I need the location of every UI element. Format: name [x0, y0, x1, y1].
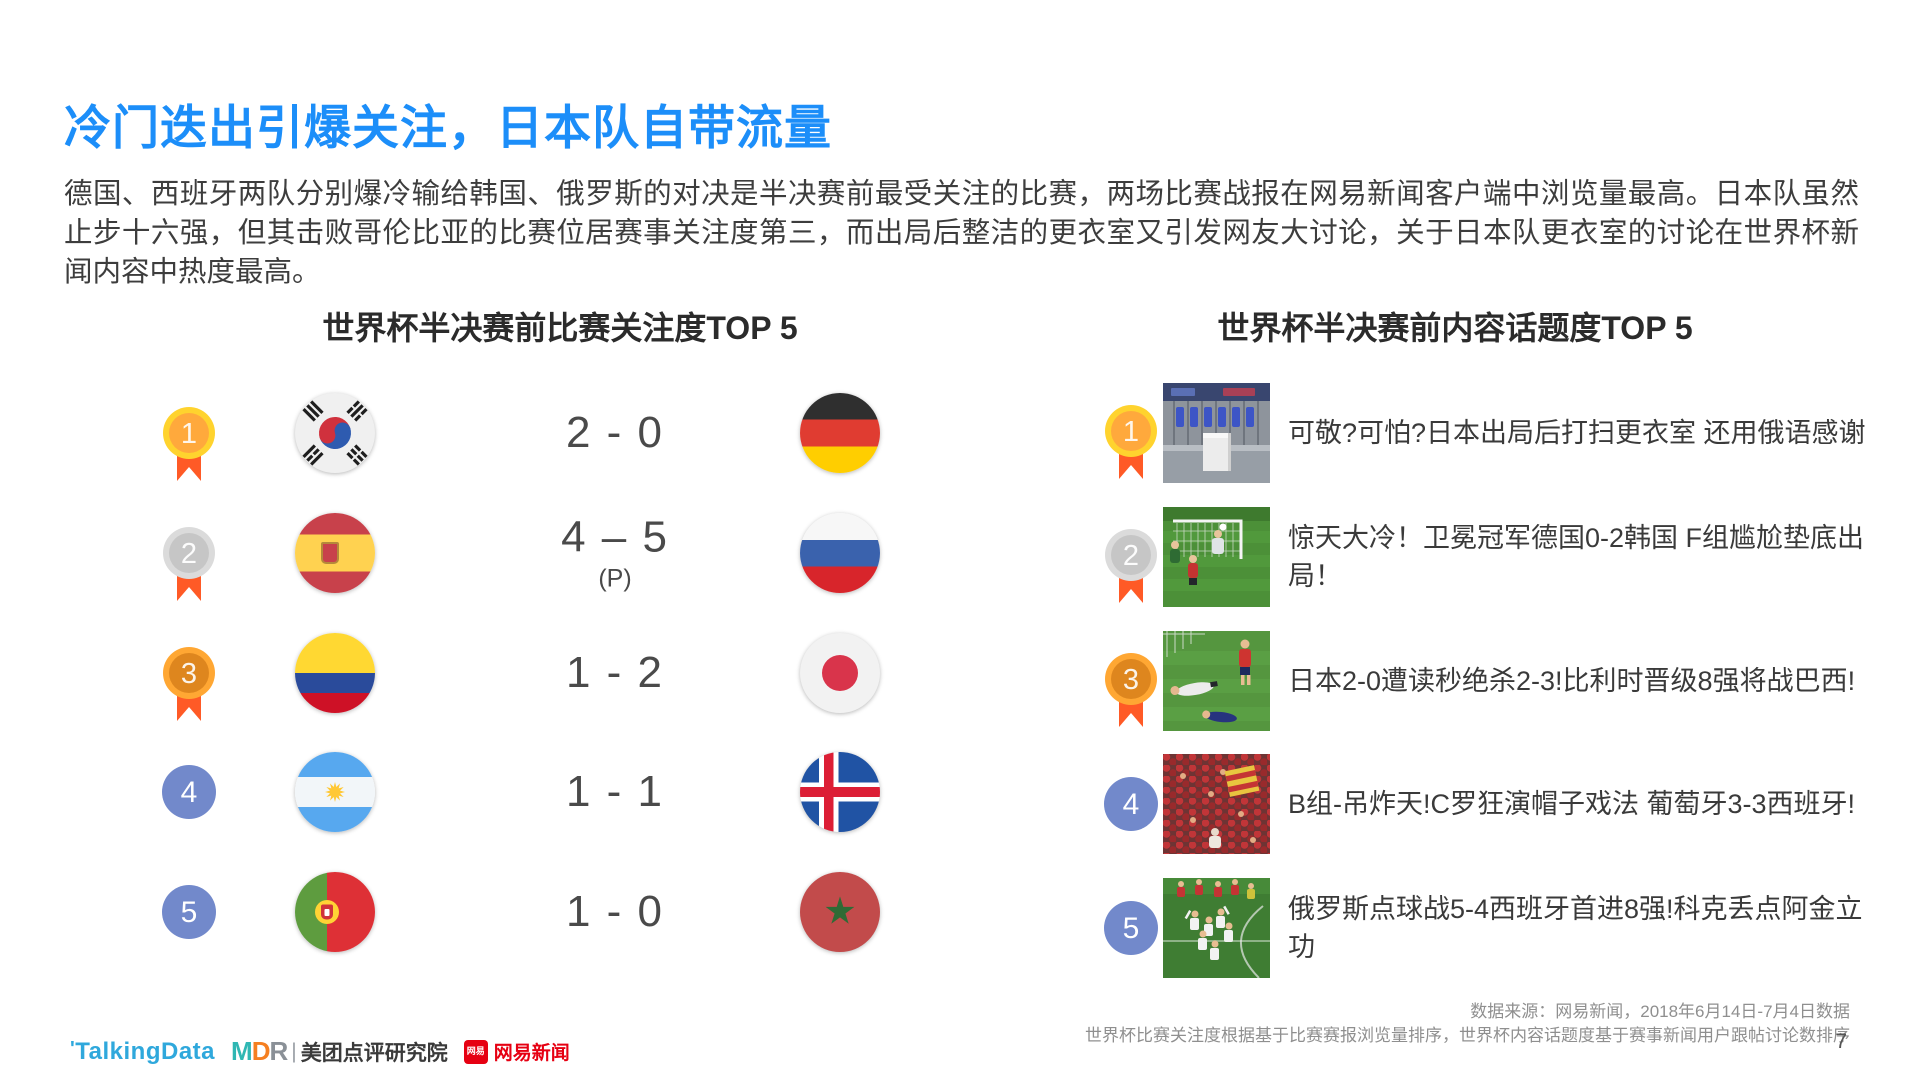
rank-medal-silver-icon: 2	[160, 525, 218, 603]
talkingdata-tick-icon: '	[70, 1037, 76, 1060]
match-score: 4 – 5	[561, 512, 669, 562]
news-row: 5	[1060, 878, 1870, 978]
netease-badge-icon: 网易	[463, 1039, 488, 1064]
match-score: 1 - 2	[565, 648, 665, 697]
data-source-note: 数据来源：网易新闻，2018年6月14日-7月4日数据	[1470, 1002, 1850, 1021]
svg-text:2: 2	[1123, 540, 1139, 572]
page-title: 冷门迭出引爆关注，日本队自带流量	[64, 101, 832, 155]
flag-japan-icon	[800, 633, 880, 713]
star-icon	[825, 896, 855, 924]
news-row: 4	[1060, 754, 1870, 854]
flag-germany-icon	[800, 393, 880, 473]
rank-circle-icon: 4	[1102, 775, 1160, 853]
news-thumbnail-team-celebration	[1163, 878, 1270, 978]
news-headline: B组-吊炸天!C罗狂演帽子戏法 葡萄牙3-3西班牙!	[1288, 789, 1856, 819]
rank-circle-icon: 4	[160, 763, 218, 841]
news-thumbnail-goal-scene	[1163, 507, 1270, 607]
svg-text:1: 1	[1123, 416, 1139, 448]
rank-medal-bronze-icon: 3	[160, 645, 218, 723]
flag-russia-icon	[800, 513, 880, 593]
svg-text:3: 3	[1123, 664, 1139, 696]
rank-circle-icon: 5	[160, 883, 218, 961]
svg-text:5: 5	[1123, 912, 1140, 945]
svg-text:3: 3	[181, 658, 197, 690]
svg-text:4: 4	[1123, 788, 1140, 821]
meituan-institute-label: 美团点评研究院	[300, 1041, 448, 1065]
right-section-title: 世界杯半决赛前内容话题度TOP 5	[1217, 310, 1693, 346]
flag-argentina-icon	[295, 752, 375, 832]
svg-text:2: 2	[181, 538, 197, 570]
talkingdata-logo: 'TalkingData	[70, 1037, 216, 1065]
netease-news-label: 网易新闻	[493, 1043, 570, 1064]
flag-iceland-icon	[800, 752, 880, 832]
match-score: 1 - 0	[565, 887, 665, 936]
flag-morocco-icon	[800, 872, 880, 952]
intro-paragraph: 德国、西班牙两队分别爆冷输给韩国、俄罗斯的对决是半决赛前最受关注的比赛，两场比赛…	[64, 177, 1859, 288]
flag-colombia-icon	[295, 633, 375, 713]
sun-icon	[325, 782, 345, 802]
left-section-title: 世界杯半决赛前比赛关注度TOP 5	[322, 310, 798, 346]
flag-portugal-icon	[295, 872, 375, 952]
news-headline: 日本2-0遭读秒绝杀2-3!比利时晋级8强将战巴西!	[1288, 666, 1856, 696]
svg-text:1: 1	[181, 418, 197, 450]
meituan-dianping-institute-logo: MDR | 美团点评研究院	[231, 1036, 448, 1067]
svg-text:4: 4	[181, 776, 198, 809]
ranking-method-note: 世界杯比赛关注度根据基于比赛赛报浏览量排序，世界杯内容话题度基于赛事新闻用户跟帖…	[1085, 1026, 1850, 1045]
match-score: 1 - 1	[565, 767, 665, 816]
netease-news-logo: 网易 网易新闻	[463, 1038, 570, 1065]
news-headline: 惊天大冷！卫冕冠军德国0-2韩国 F组尴尬垫底出局！	[1288, 523, 1865, 591]
svg-text:5: 5	[181, 896, 198, 929]
logo-separator: |	[291, 1039, 297, 1063]
rank-circle-icon: 5	[1102, 899, 1160, 977]
rank-medal-bronze-icon: 3	[1102, 651, 1160, 729]
penalty-note: (P)	[598, 564, 632, 593]
rank-medal-gold-icon: 1	[1102, 403, 1160, 481]
news-row: 1 可敬?可怕?日本出局后打扫更	[1060, 383, 1870, 483]
rank-medal-gold-icon: 1	[160, 405, 218, 483]
news-thumbnail-players-on-pitch	[1163, 631, 1270, 731]
footer-logos: 'TalkingData MDR | 美团点评研究院 网易 网易新闻	[70, 1036, 570, 1067]
mdr-logo-icon: MDR	[231, 1036, 288, 1066]
news-thumbnail-red-crowd	[1163, 754, 1270, 854]
page-number: 7	[1835, 1030, 1847, 1053]
rank-medal-silver-icon: 2	[1102, 527, 1160, 605]
news-headline: 可敬?可怕?日本出局后打扫更衣室 还用俄语感谢	[1288, 418, 1866, 448]
news-headline: 俄罗斯点球战5-4西班牙首进8强!科克丢点阿金立功	[1288, 894, 1863, 962]
news-thumbnail-locker-room	[1163, 383, 1270, 483]
flag-spain-icon	[295, 513, 375, 593]
news-row: 2 惊天大冷！卫冕冠军德国0-2韩国 F组尴尬垫底出局！	[1060, 507, 1870, 607]
news-row: 3	[1060, 631, 1870, 731]
match-score: 2 - 0	[565, 408, 665, 457]
flag-south-korea-icon	[295, 393, 375, 473]
